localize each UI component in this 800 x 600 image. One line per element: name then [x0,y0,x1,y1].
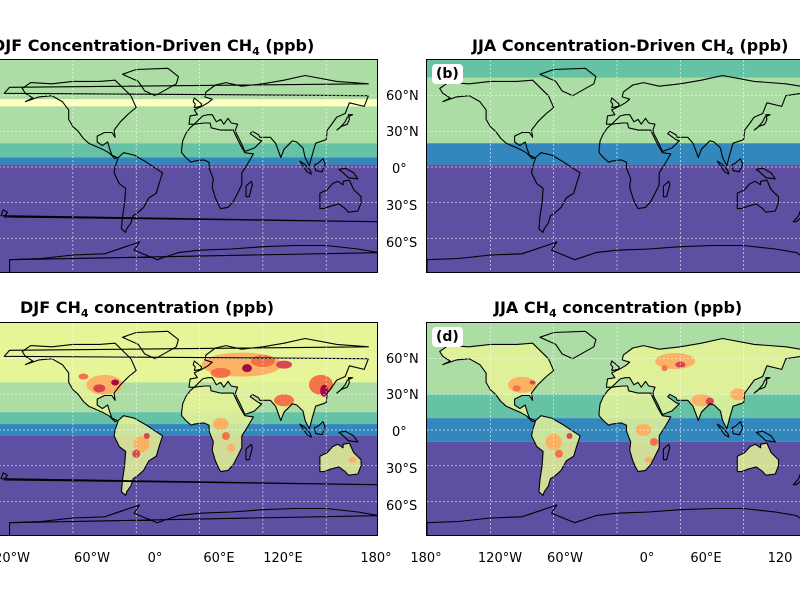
panel-d-badge: (d) [432,327,463,347]
panel-a-lat-label-30s: 30°S [386,199,418,214]
panel-b-badge: (b) [432,64,463,84]
coastline-eurasia [3,337,369,430]
map-c-svg [0,323,377,535]
panel-c-lat-label-0: 0° [392,425,407,440]
coastline-north_america [21,342,137,423]
panel-c-map [0,322,378,536]
lon-label-left-1: 60°W [74,551,110,566]
coastline-madagascar [245,443,253,461]
panel-a-lat-label-60n: 60°N [386,89,419,104]
panel-b-title: JJA Concentration-Driven CH4 (ppb) [472,36,789,59]
coastline-africa [598,385,672,473]
coastline-africa [598,122,672,210]
coastline-indonesia_sumatra [299,423,312,438]
coastline-antarctica [9,504,377,535]
coastline-greenland [539,67,597,97]
coastline-australia [319,179,362,213]
coastline-indonesia_borneo [314,421,326,436]
panel-a-title: DJF Concentration-Driven CH4 (ppb) [0,36,315,59]
coastline-greenland [121,67,179,97]
panel-c-title: DJF CH4 concentration (ppb) [20,298,275,321]
coastline-antarctica [9,241,377,272]
coastline-indonesia_sumatra [716,423,730,438]
lon-label-left-2: 0° [147,551,163,566]
coastline-madagascar [662,180,671,198]
coastline-new_zealand [792,210,800,223]
gridlines [0,323,377,535]
panel-c-lat-label-60s: 60°S [386,499,418,514]
coastline-africa [181,385,254,473]
coastline-britain [610,360,620,372]
coastline-japan [753,377,771,394]
coastline-south_america [113,152,164,233]
panel-c-lat-label-30s: 30°S [386,462,418,477]
coastline-eurasia [605,337,800,430]
lon-label-left-0: 20°W [0,551,30,566]
lon-label-left-3: 60°E [203,551,235,566]
lon-label-right-4: 60°E [690,551,722,566]
coastline-australia [319,442,362,476]
coastline-britain [192,360,203,372]
lon-label-right-2: 60°W [547,551,583,566]
coastline-new_zealand [792,473,800,486]
coastlines [0,330,377,535]
lon-label-right-3: 0° [639,551,655,566]
coastline-greenland [539,330,597,360]
coastline-antarctica [427,504,800,535]
coastline-indonesia_borneo [314,158,326,173]
coastline-madagascar [245,180,253,198]
coastline-new_guinea [755,430,776,443]
coastline-australia [736,179,780,213]
panel-c-lat-label-30n: 30°N [386,388,419,403]
panel-c-lat-label-60n: 60°N [386,352,419,367]
coastline-eurasia [3,74,369,167]
gridlines [427,323,800,535]
coastline-antarctica [427,241,800,272]
coastline-greenland [121,330,179,360]
panel-a-lat-label-0: 0° [392,162,407,177]
panel-b-map: (b) [426,59,800,273]
coastline-north_america [21,79,137,160]
coastline-japan [336,377,354,394]
coastline-indonesia_sumatra [299,160,312,175]
coastline-south_america [113,415,164,496]
coastlines [0,67,377,272]
coastline-japan [336,114,354,131]
panel-a-map [0,59,378,273]
panel-d-map: (d) [426,322,800,536]
gridlines [0,60,377,272]
lon-label-right-1: 120°W [477,551,523,566]
map-d-svg [427,323,800,535]
coastline-japan [753,114,771,131]
panel-a-lat-label-30n: 30°N [386,125,419,140]
gridlines [427,60,800,272]
coastlines [427,67,800,272]
lon-label-left-5: 180° [360,551,392,566]
coastline-new_guinea [338,430,359,443]
coastline-indonesia_borneo [731,158,744,173]
panel-a-lat-label-60s: 60°S [386,236,418,251]
coastline-new_guinea [755,167,776,180]
coastline-new_zealand [0,472,377,486]
coastline-eurasia [605,74,800,167]
lon-label-right-0: 180° [410,551,442,566]
coastline-africa [181,122,254,210]
coastline-indonesia_sumatra [716,160,730,175]
lon-label-right-5: 120 [767,551,793,566]
map-b-svg [427,60,800,272]
coastline-madagascar [662,443,671,461]
coastline-new_zealand [0,209,377,223]
map-a-svg [0,60,377,272]
coastline-australia [736,442,780,476]
coastline-britain [610,97,620,109]
coastline-britain [192,97,203,109]
lon-label-left-4: 120°E [263,551,303,566]
coastline-new_guinea [338,167,359,180]
panel-d-title: JJA CH4 concentration (ppb) [494,298,743,321]
coastline-indonesia_borneo [731,421,744,436]
